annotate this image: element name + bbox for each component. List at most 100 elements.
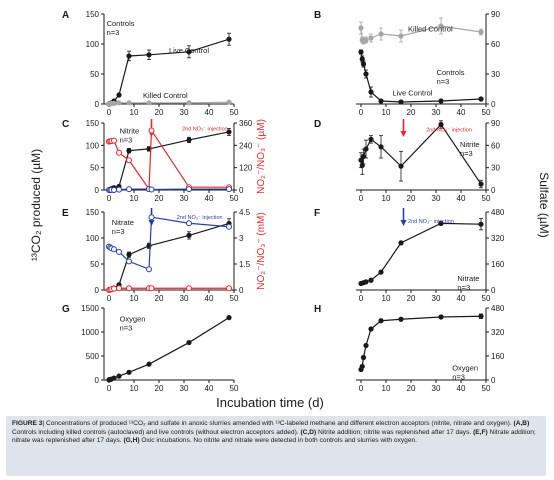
x-tick-label: 10 xyxy=(130,108,139,117)
panel-label: n=3 xyxy=(120,324,133,333)
y-tick-label: 100 xyxy=(86,40,100,49)
x-tick-label: 0 xyxy=(359,384,364,393)
caption-gh-text: Oxic incubations. No nitrite and nitrate… xyxy=(139,437,418,445)
x-tick-label: 0 xyxy=(107,194,112,203)
data-point xyxy=(363,37,369,43)
x-tick-label: 40 xyxy=(457,294,466,303)
data-point xyxy=(359,56,365,62)
annotation: 2nd NO₂⁻ injection xyxy=(182,127,228,133)
panel-label: Controls xyxy=(437,68,465,77)
x-tick-label: 50 xyxy=(482,194,491,203)
injection-arrow-head xyxy=(400,131,407,137)
data-point xyxy=(438,23,444,29)
data-point xyxy=(126,285,132,292)
y-tick-label: 30 xyxy=(491,70,500,79)
data-point xyxy=(358,157,364,163)
x-tick-label: 20 xyxy=(407,108,416,117)
series xyxy=(106,214,232,273)
data-point xyxy=(226,315,232,321)
panel-label: Nitrate xyxy=(112,218,134,227)
panel-letter: D xyxy=(314,119,321,130)
x-tick-label: 10 xyxy=(382,294,391,303)
data-point xyxy=(148,214,155,221)
data-point xyxy=(478,313,484,319)
x-tick-label: 20 xyxy=(155,194,164,203)
right-y-tick-label: 120 xyxy=(239,164,253,173)
data-point xyxy=(186,232,192,238)
data-point xyxy=(148,186,155,193)
series xyxy=(358,120,484,189)
x-tick-label: 40 xyxy=(457,194,466,203)
data-point xyxy=(368,326,374,332)
data-point xyxy=(438,121,444,128)
data-point xyxy=(378,31,384,37)
panel-letter: B xyxy=(314,10,321,21)
data-point xyxy=(111,137,117,144)
series xyxy=(358,218,484,287)
data-point xyxy=(398,33,404,39)
y-tick-label: 160 xyxy=(491,352,505,361)
data-point xyxy=(186,137,192,143)
y-tick-label: 0 xyxy=(95,100,100,109)
x-tick-label: 30 xyxy=(432,108,441,117)
y-tick-label: 90 xyxy=(491,119,500,128)
data-point xyxy=(478,96,484,102)
data-point xyxy=(116,186,122,193)
data-point xyxy=(111,100,117,106)
caption-cd: (C,D) xyxy=(300,428,317,436)
data-point xyxy=(378,269,384,275)
y-tick-label: 100 xyxy=(86,234,100,243)
x-tick-label: 0 xyxy=(107,294,112,303)
panel-label: Nitrite xyxy=(460,140,480,149)
x-tick-label: 10 xyxy=(382,108,391,117)
data-point xyxy=(360,61,367,67)
panel-label: n=3 xyxy=(457,283,470,292)
panel-label: Nitrite xyxy=(120,126,140,135)
x-tick-label: 30 xyxy=(432,384,441,393)
series xyxy=(106,218,232,293)
data-point xyxy=(226,36,232,42)
data-point xyxy=(438,220,444,226)
data-point xyxy=(111,375,117,381)
y-tick-label: 160 xyxy=(491,260,505,269)
data-point xyxy=(363,342,369,349)
y-tick-label: 150 xyxy=(86,119,100,128)
x-tick-label: 0 xyxy=(107,108,112,117)
data-point xyxy=(186,49,192,55)
series xyxy=(358,313,484,373)
series xyxy=(106,285,232,293)
data-point xyxy=(116,149,122,156)
panel-label: n=3 xyxy=(107,28,120,37)
data-point xyxy=(186,220,192,227)
x-tick-label: 50 xyxy=(230,384,239,393)
panel-letter: A xyxy=(62,10,69,21)
data-point xyxy=(146,361,152,367)
data-point xyxy=(363,71,369,77)
right-axis-label: NO₂⁻/NO₃⁻ (µM) xyxy=(256,119,267,194)
right-y-tick-label: 4.5 xyxy=(239,208,251,217)
panel-label: n=3 xyxy=(112,227,125,236)
annotation: 2nd NO₃⁻ injection xyxy=(408,219,454,225)
caption-ef: (E,F) xyxy=(473,428,488,436)
y-tick-label: 150 xyxy=(86,10,100,19)
data-point xyxy=(398,316,404,322)
data-point xyxy=(126,100,132,106)
y-tick-label: 150 xyxy=(86,208,100,217)
x-tick-label: 20 xyxy=(155,108,164,117)
x-tick-label: 40 xyxy=(205,294,214,303)
data-point xyxy=(116,248,122,255)
y-tick-label: 0 xyxy=(491,286,496,295)
x-tick-label: 40 xyxy=(457,108,466,117)
series-line xyxy=(360,315,482,370)
x-tick-label: 40 xyxy=(205,108,214,117)
y-tick-label: 0 xyxy=(491,376,496,385)
data-point xyxy=(360,153,367,160)
series-line xyxy=(108,222,230,291)
right-y-tick-label: 3 xyxy=(239,234,244,243)
data-point xyxy=(146,266,152,273)
right-y-tick-label: 0 xyxy=(239,286,244,295)
y-tick-label: 0 xyxy=(95,186,100,195)
data-point xyxy=(126,258,132,265)
